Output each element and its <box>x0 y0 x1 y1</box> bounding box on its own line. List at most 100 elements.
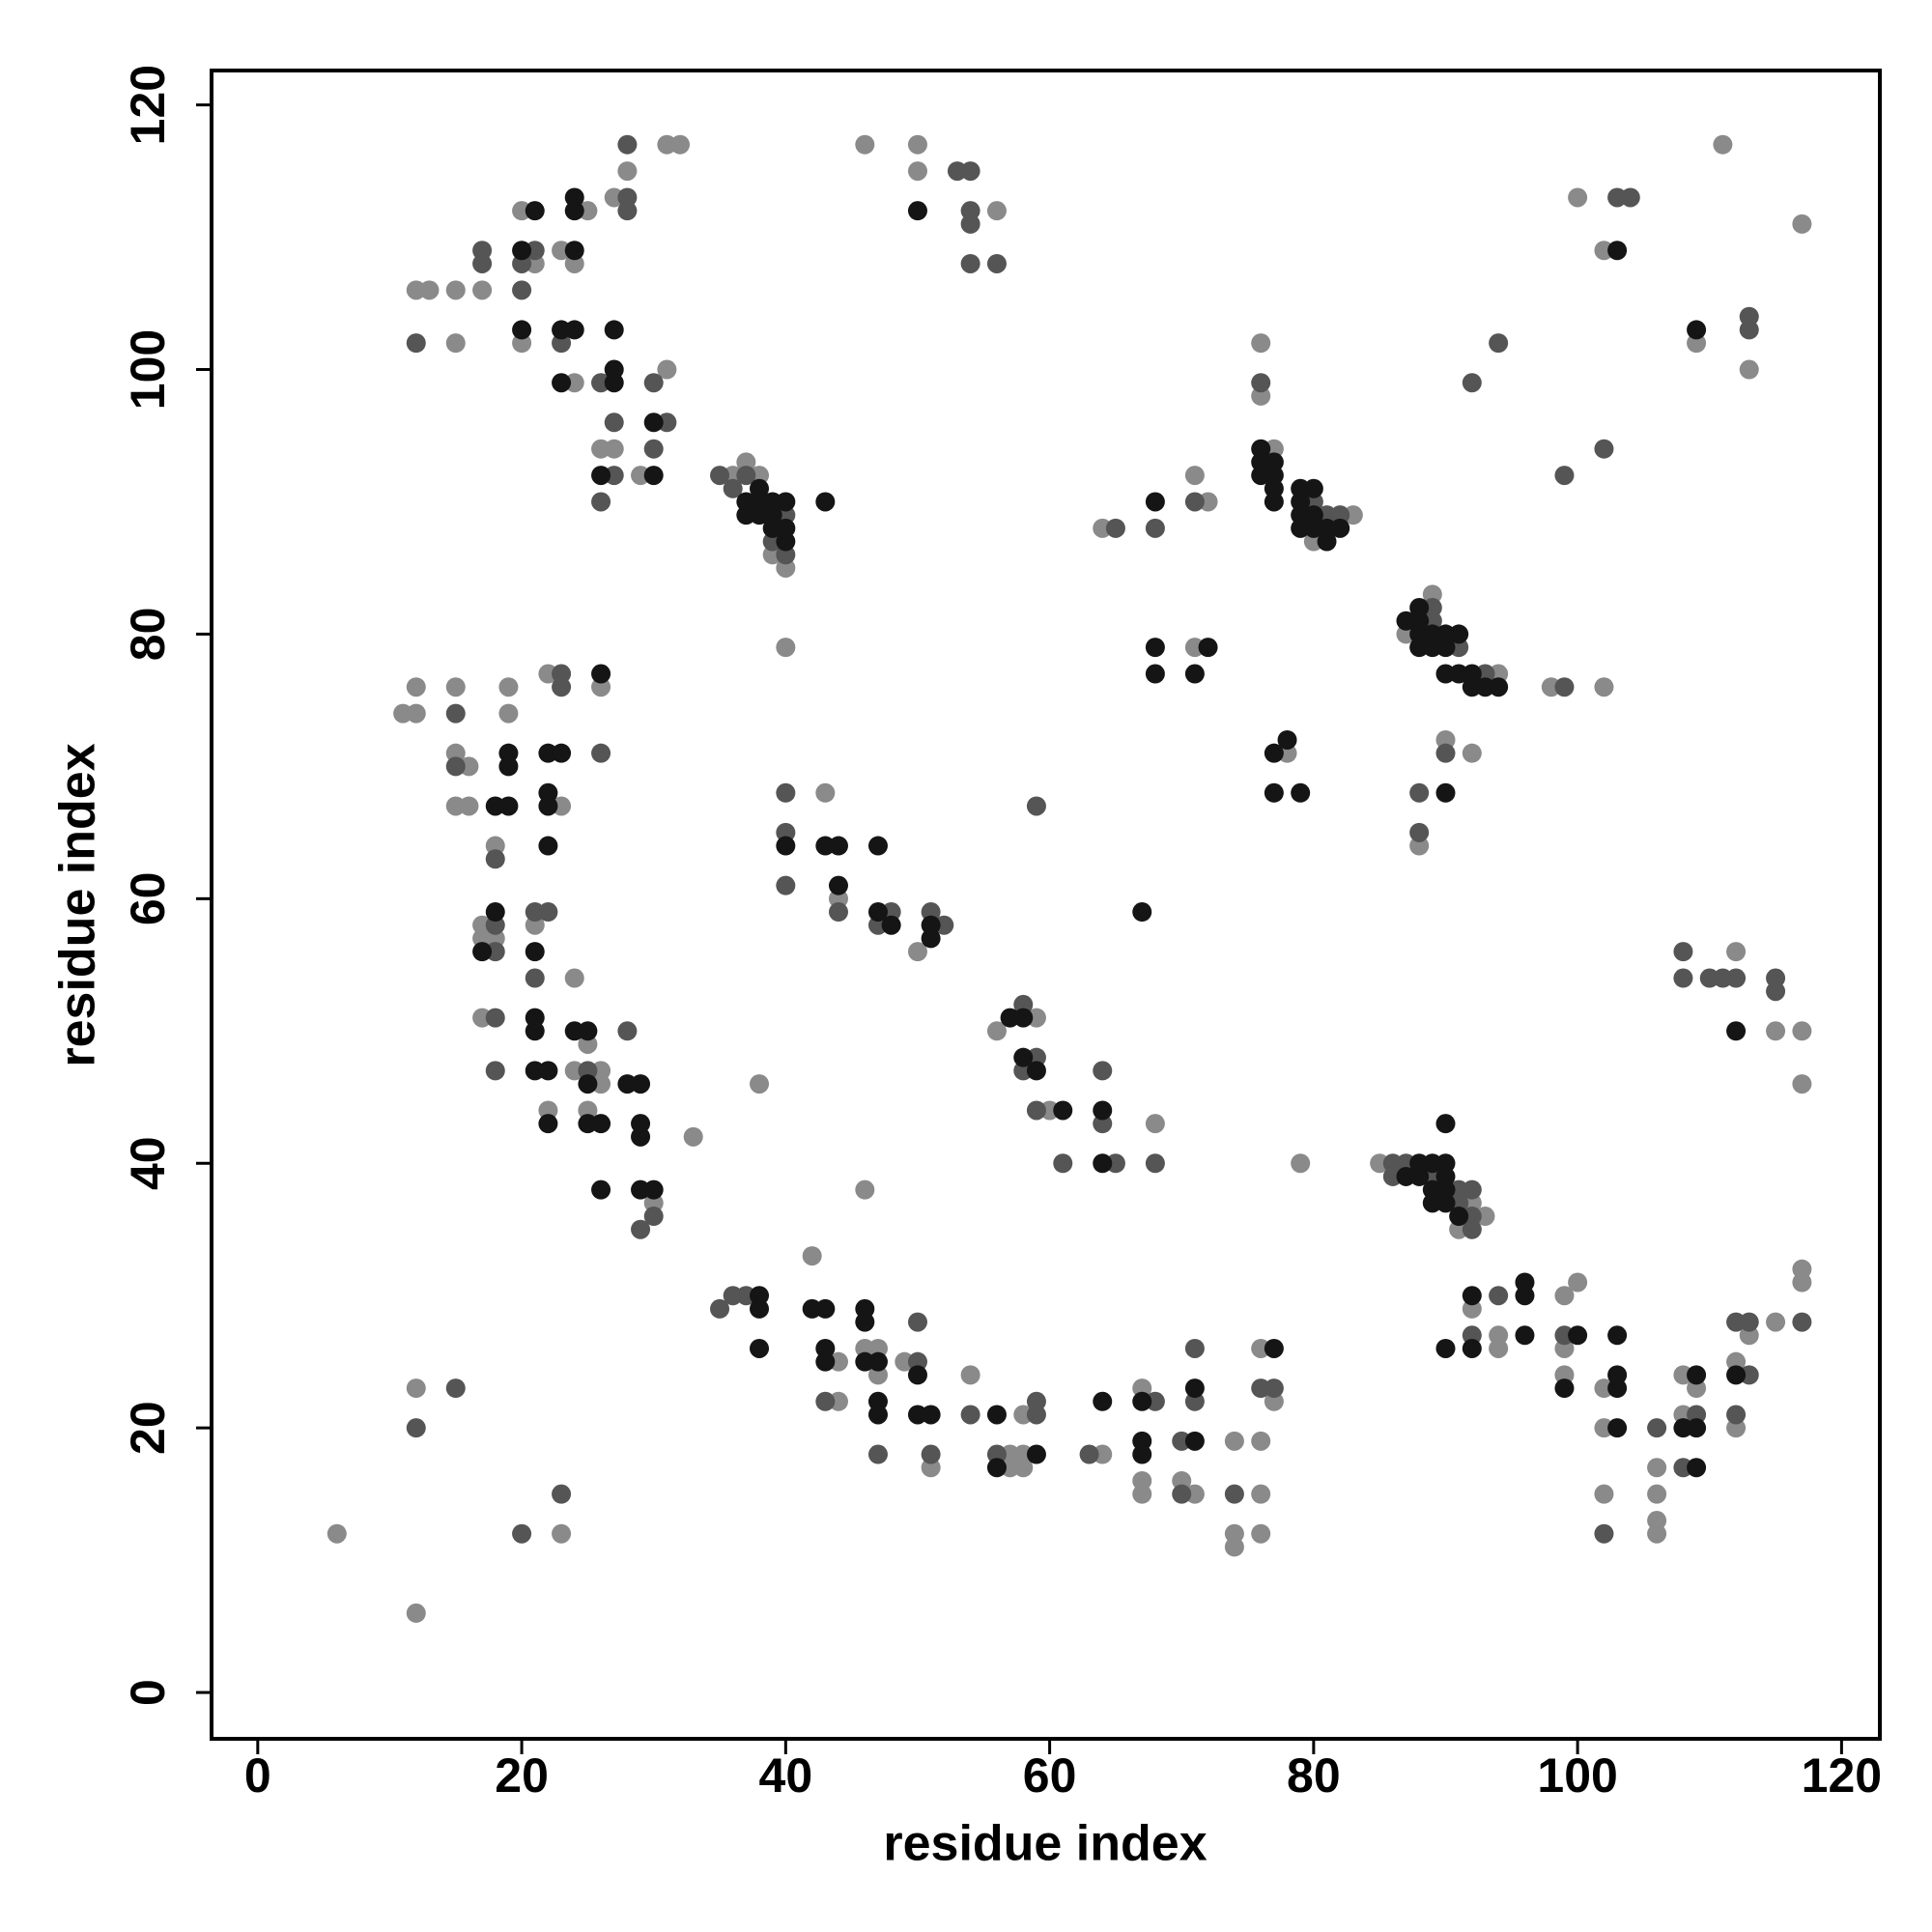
point <box>1489 664 1509 684</box>
point <box>552 320 572 340</box>
point <box>538 836 558 856</box>
point <box>1449 624 1469 644</box>
point <box>604 187 624 208</box>
point <box>1594 1484 1614 1504</box>
point <box>1053 1153 1073 1174</box>
point <box>1489 1325 1509 1346</box>
point <box>1264 743 1284 763</box>
point <box>512 253 532 273</box>
point <box>472 241 493 261</box>
point <box>1766 968 1786 988</box>
point <box>525 968 545 988</box>
point <box>552 241 572 261</box>
point <box>1515 1272 1535 1293</box>
point <box>855 1338 875 1358</box>
point <box>578 201 598 221</box>
point <box>1145 1391 1165 1411</box>
point <box>921 1458 941 1478</box>
point <box>617 1074 638 1094</box>
point <box>1435 1179 1456 1200</box>
point <box>828 902 848 923</box>
point <box>1713 134 1733 155</box>
point <box>1291 782 1311 803</box>
point <box>643 1207 664 1227</box>
point <box>1303 492 1323 512</box>
point <box>1026 1444 1046 1464</box>
point <box>578 1100 598 1121</box>
point <box>736 505 756 526</box>
point <box>1343 505 1363 526</box>
point <box>1184 1391 1205 1411</box>
point <box>1422 1179 1442 1200</box>
point <box>1435 638 1456 658</box>
point <box>776 505 796 526</box>
point <box>1330 518 1350 538</box>
point <box>538 902 558 923</box>
point <box>1435 743 1456 763</box>
point <box>802 1298 822 1319</box>
point <box>538 796 558 816</box>
point <box>1093 1061 1113 1081</box>
point <box>710 1298 730 1319</box>
point <box>670 134 691 155</box>
point <box>1554 1365 1575 1385</box>
x-tick-label: 20 <box>495 1748 549 1803</box>
point <box>1145 1114 1165 1134</box>
point <box>1198 492 1218 512</box>
point <box>604 320 624 340</box>
point <box>986 253 1007 273</box>
point <box>1251 466 1271 486</box>
point <box>1435 624 1456 644</box>
point <box>1489 677 1509 697</box>
point <box>867 1405 888 1425</box>
point <box>1594 677 1614 697</box>
point <box>1726 968 1747 988</box>
point <box>1475 1207 1495 1227</box>
point <box>604 373 624 393</box>
point <box>960 1405 980 1425</box>
point <box>855 134 875 155</box>
point <box>406 1603 426 1623</box>
x-tick-label: 0 <box>244 1748 271 1803</box>
point <box>604 359 624 380</box>
point <box>578 1034 598 1054</box>
y-tick-label: 40 <box>121 1136 175 1190</box>
point <box>1317 518 1337 538</box>
point <box>776 545 796 565</box>
point <box>1607 1418 1628 1438</box>
point <box>552 373 572 393</box>
point <box>525 1061 545 1081</box>
point <box>1568 1325 1588 1346</box>
point <box>986 1405 1007 1425</box>
point <box>1607 187 1628 208</box>
point <box>1726 1405 1747 1425</box>
point <box>986 1458 1007 1478</box>
point <box>1647 1458 1667 1478</box>
point <box>1568 1272 1588 1293</box>
point <box>498 743 519 763</box>
point <box>907 1351 927 1372</box>
point <box>1792 213 1812 234</box>
point <box>1726 942 1747 962</box>
y-axis-title: residue index <box>50 743 106 1066</box>
point <box>1687 1365 1707 1385</box>
point <box>1792 1074 1812 1094</box>
point <box>445 703 466 724</box>
point <box>1462 664 1482 684</box>
x-tick-label: 40 <box>759 1748 813 1803</box>
x-tick-label: 100 <box>1537 1748 1617 1803</box>
point <box>1462 1298 1482 1319</box>
point <box>1132 1378 1152 1399</box>
point <box>525 1008 545 1028</box>
point <box>1145 638 1165 658</box>
point <box>512 241 532 261</box>
point <box>802 1246 822 1266</box>
point <box>1673 942 1693 962</box>
point <box>1594 1378 1614 1399</box>
point <box>525 942 545 962</box>
point <box>591 373 611 393</box>
point <box>643 439 664 459</box>
point <box>1093 1444 1113 1464</box>
point <box>815 1338 836 1358</box>
point <box>1647 1418 1667 1438</box>
